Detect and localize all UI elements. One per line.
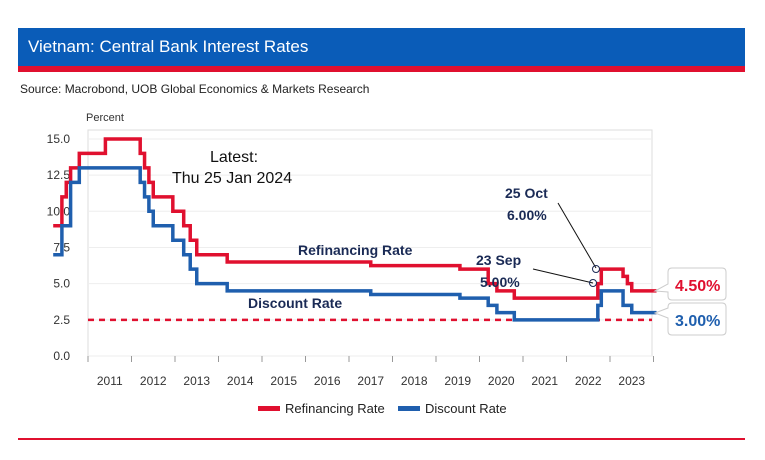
title-banner: Vietnam: Central Bank Interest Rates (18, 28, 745, 72)
latest-date: Thu 25 Jan 2024 (172, 170, 292, 187)
sep-leader-line (532, 268, 594, 284)
x-tick-label: 2019 (444, 374, 471, 388)
chart-title: Vietnam: Central Bank Interest Rates (28, 37, 309, 56)
x-tick-label: 2023 (618, 374, 645, 388)
legend-swatch-refi (258, 406, 280, 411)
sep-marker (589, 279, 597, 287)
x-tick-label: 2015 (270, 374, 297, 388)
refi-end-value: 4.50% (675, 278, 720, 295)
disc-end-callout (653, 302, 727, 336)
sep-value: 5.00% (480, 274, 520, 290)
y-tick-label: 5.0 (53, 277, 70, 291)
refi-end-callout (653, 267, 727, 301)
source-note: Source: Macrobond, UOB Global Economics … (20, 82, 370, 96)
disc-series-label: Discount Rate (248, 295, 342, 311)
disc-end-value: 3.00% (675, 313, 720, 330)
x-tick-label: 2013 (183, 374, 210, 388)
sep-date: 23 Sep (476, 252, 521, 268)
legend-label-disc: Discount Rate (425, 401, 507, 416)
x-tick-label: 2018 (401, 374, 428, 388)
x-tick-label: 2011 (97, 374, 123, 388)
refi-series-label: Refinancing Rate (298, 242, 413, 258)
refinancing-rate-line (53, 137, 657, 300)
x-tick-label: 2016 (314, 374, 341, 388)
discount-rate-line (53, 166, 657, 322)
latest-label: Latest: (210, 149, 258, 166)
y-tick-label: 0.0 (53, 349, 70, 363)
bottom-divider (18, 438, 745, 440)
y-tick-label: 12.5 (47, 168, 71, 182)
legend-label-refi: Refinancing Rate (285, 401, 385, 416)
y-axis-label: Percent (86, 112, 124, 124)
oct-leader-line (557, 202, 597, 269)
x-tick-label: 2021 (531, 374, 558, 388)
oct-marker (592, 265, 600, 273)
oct-value: 6.00% (507, 207, 547, 223)
y-tick-label: 10.0 (47, 204, 71, 218)
x-tick-label: 2014 (227, 374, 254, 388)
oct-date: 25 Oct (505, 185, 548, 201)
y-tick-label: 15.0 (47, 132, 71, 146)
x-tick-label: 2020 (488, 374, 515, 388)
x-tick-label: 2022 (575, 374, 602, 388)
y-tick-label: 2.5 (53, 313, 70, 327)
x-tick-label: 2017 (357, 374, 384, 388)
x-tick-label: 2012 (140, 374, 167, 388)
legend-swatch-disc (398, 406, 420, 411)
